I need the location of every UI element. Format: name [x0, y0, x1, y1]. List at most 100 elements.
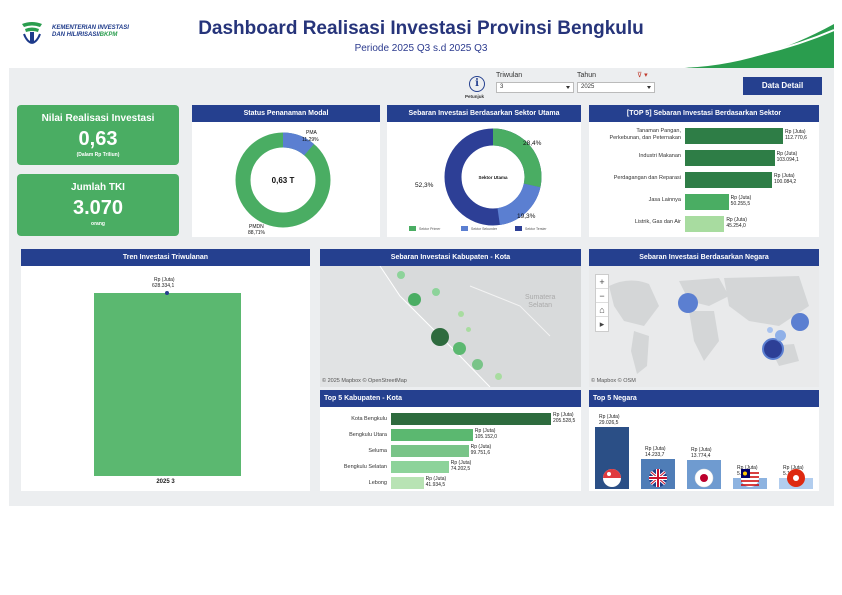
sektor-label: Tanaman Pangan, Perkebunan, dan Peternaka…: [589, 128, 681, 142]
donut-center-label: 0,63 T: [272, 176, 295, 185]
map-marker-kaur[interactable]: [495, 373, 502, 380]
negara-value-unit: Rp (Juta): [645, 445, 666, 452]
tren-point-marker: [165, 291, 169, 295]
pct-tersier: 52,3%: [415, 182, 434, 189]
status-modal-donut[interactable]: 0,63 T PMA 11,29% PMDN 88,71%: [192, 122, 380, 237]
tren-bar[interactable]: [94, 293, 241, 476]
map-marker-rejang-lebong[interactable]: [466, 327, 471, 332]
top5-kab-card: Top 5 Kabupaten - Kota Kota Bengkulu Rp (…: [320, 390, 581, 491]
kab-value-number: 41.934,5: [425, 482, 446, 488]
map-marker-lebong[interactable]: [432, 288, 440, 296]
japan-flag-icon: [694, 468, 714, 488]
donut-segment-primer: [444, 128, 542, 226]
negara-value-unit: Rp (Juta): [783, 464, 804, 471]
sektor-value: Rp (Juta) 112.770,6: [785, 129, 807, 141]
sektor-value-number: 103.094,1: [776, 157, 799, 163]
sektor-bar[interactable]: [685, 194, 729, 210]
sektor-utama-donut[interactable]: Sektor Utama 28,4% 19,3% 52,3% Sektor Pr…: [387, 122, 581, 237]
kab-bar[interactable]: [391, 477, 424, 489]
sektor-value-unit: Rp (Juta): [776, 151, 798, 157]
kab-bar[interactable]: [391, 461, 449, 473]
top5-negara-title: Top 5 Negara: [589, 390, 819, 407]
kab-value: Rp (Juta) 105.152,0: [475, 428, 497, 440]
map-marker-bengkulu-utara[interactable]: [408, 293, 421, 306]
kpi-tki-unit: orang: [91, 221, 105, 227]
sektor-bar[interactable]: [685, 150, 775, 166]
clear-filter-icon[interactable]: ⊽ ▾: [637, 72, 648, 79]
map-marker-kepahiang[interactable]: [458, 311, 464, 317]
kab-label: Bengkulu Utara: [349, 432, 387, 438]
sektor-value-unit: Rp (Juta): [730, 195, 752, 201]
logo-line-2: DAN HILIRISASI/: [52, 32, 100, 38]
info-button[interactable]: i: [469, 76, 485, 92]
sektor-value: Rp (Juta) 103.094,1: [777, 151, 799, 163]
kab-value-number: 74.202,5: [450, 466, 471, 472]
triwulan-label: Triwulan: [496, 72, 523, 79]
map-marker-malaysia[interactable]: [775, 330, 786, 341]
zoom-in-button[interactable]: +: [596, 275, 608, 289]
sektor-value-unit: Rp (Juta): [785, 129, 806, 135]
pct-sekunder: 19,3%: [517, 213, 536, 220]
ministry-logo: KEMENTERIAN INVESTASI DAN HILIRISASI/BKP…: [18, 18, 129, 46]
status-modal-title: Status Penanaman Modal: [192, 105, 380, 122]
top5-sektor-bars: Tanaman Pangan, Perkebunan, dan Peternaka…: [589, 122, 819, 237]
home-button[interactable]: ⌂: [596, 303, 608, 317]
sektor-utama-card: Sebaran Investasi Berdasarkan Sektor Uta…: [387, 105, 581, 237]
negara-value-unit: Rp (Juta): [691, 446, 712, 453]
map-marker-united-kingdom[interactable]: [678, 293, 698, 313]
negara-map[interactable]: + − ⌂ ▸ © Mapbox © OSM: [589, 266, 819, 387]
map-marker-bengkulu-selatan[interactable]: [472, 359, 483, 370]
negara-value: Rp (Juta) 13.774,4: [691, 447, 712, 459]
map-marker-hong-kong[interactable]: [767, 327, 773, 333]
world-map-shapes: [609, 276, 809, 374]
map-marker-seluma[interactable]: [453, 342, 466, 355]
kab-bar[interactable]: [391, 413, 551, 425]
top5-negara-card: Top 5 Negara Rp (Juta) 29.026,5 Rp (Juta) 1…: [589, 390, 819, 491]
kab-kota-map[interactable]: Sumatera Selatan © 2025 Mapbox © OpenStr…: [320, 266, 581, 387]
map-marker-singapore[interactable]: [762, 338, 784, 360]
kab-value-unit: Rp (Juta): [425, 476, 447, 482]
data-detail-button[interactable]: Data Detail: [743, 77, 822, 95]
sektor-label-line-1: Industri Makanan: [638, 153, 681, 159]
kab-value-number: 99.751,6: [470, 450, 491, 456]
top5-kab-title: Top 5 Kabupaten - Kota: [320, 390, 581, 407]
map-marker-japan[interactable]: [791, 313, 809, 331]
logo-line-1: KEMENTERIAN INVESTASI: [52, 25, 129, 31]
sektor-value: Rp (Juta) 100.084,2: [774, 173, 796, 185]
top5-sektor-card: [TOP 5] Sebaran Investasi Berdasarkan Se…: [589, 105, 819, 237]
hong-kong-flag-icon: [787, 469, 805, 487]
sektor-bar[interactable]: [685, 216, 725, 232]
kpi-jumlah-tki: Jumlah TKI 3.070 orang: [17, 174, 179, 236]
negara-value-number: 13.774,4: [691, 452, 711, 459]
zoom-out-button[interactable]: −: [596, 289, 608, 303]
sektor-value: Rp (Juta) 45.254,0: [726, 217, 747, 229]
kab-value-unit: Rp (Juta): [470, 444, 492, 450]
status-modal-card: Status Penanaman Modal 0,63 T PMA 11,29%…: [192, 105, 380, 237]
pan-button[interactable]: ▸: [599, 319, 605, 329]
kab-value-unit: Rp (Juta): [474, 428, 496, 434]
map-marker-kota-bengkulu[interactable]: [431, 328, 449, 346]
tahun-select[interactable]: 2025: [577, 82, 655, 93]
ministry-logo-icon: [22, 22, 42, 44]
legend-tersier: Sektor Tersier: [525, 227, 547, 231]
triwulan-select[interactable]: 3: [496, 82, 574, 93]
kab-bar[interactable]: [391, 445, 469, 457]
sektor-bar[interactable]: [685, 128, 783, 144]
kab-value-unit: Rp (Juta): [553, 412, 574, 418]
sektor-label-line-1: Jasa Lainnya: [648, 197, 681, 203]
tren-category-label: 2025 3: [156, 479, 175, 485]
map-marker-mukomuko[interactable]: [397, 271, 405, 279]
sektor-label: Jasa Lainnya: [589, 197, 681, 204]
kab-label: Seluma: [368, 448, 387, 454]
negara-value-number: 14.233,7: [645, 451, 665, 458]
info-label: Petunjuk: [465, 94, 485, 99]
kab-bar[interactable]: [391, 429, 473, 441]
sektor-label-line-1: Listrik, Gas dan Air: [634, 219, 681, 225]
kab-kota-map-shapes: [320, 266, 581, 387]
dashboard-body: i Petunjuk Triwulan 3 Tahun ⊽ ▾ 2025 Dat…: [9, 68, 834, 506]
kab-kota-map-credit: © 2025 Mapbox © OpenStreetMap: [322, 378, 407, 384]
map-region-label: Sumatera Selatan: [525, 294, 555, 310]
kpi-tki-value: 3.070: [72, 197, 124, 219]
sektor-bar[interactable]: [685, 172, 772, 188]
